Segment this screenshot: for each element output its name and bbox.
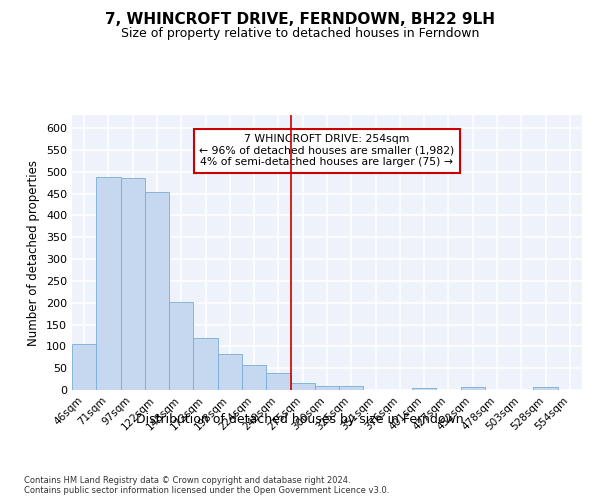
- Bar: [218, 354, 242, 390]
- Bar: [96, 178, 121, 390]
- Bar: [145, 192, 169, 390]
- Bar: [290, 384, 315, 390]
- Bar: [315, 386, 339, 390]
- Text: Contains HM Land Registry data © Crown copyright and database right 2024.
Contai: Contains HM Land Registry data © Crown c…: [24, 476, 389, 495]
- Bar: [121, 178, 145, 390]
- Bar: [533, 388, 558, 390]
- Bar: [339, 386, 364, 390]
- Text: Distribution of detached houses by size in Ferndown: Distribution of detached houses by size …: [136, 412, 464, 426]
- Bar: [193, 338, 218, 390]
- Bar: [242, 365, 266, 390]
- Bar: [266, 372, 290, 390]
- Y-axis label: Number of detached properties: Number of detached properties: [28, 160, 40, 346]
- Text: Size of property relative to detached houses in Ferndown: Size of property relative to detached ho…: [121, 28, 479, 40]
- Bar: [461, 387, 485, 390]
- Text: 7 WHINCROFT DRIVE: 254sqm
← 96% of detached houses are smaller (1,982)
4% of sem: 7 WHINCROFT DRIVE: 254sqm ← 96% of detac…: [199, 134, 455, 168]
- Text: 7, WHINCROFT DRIVE, FERNDOWN, BH22 9LH: 7, WHINCROFT DRIVE, FERNDOWN, BH22 9LH: [105, 12, 495, 28]
- Bar: [412, 388, 436, 390]
- Bar: [72, 344, 96, 390]
- Bar: [169, 302, 193, 390]
